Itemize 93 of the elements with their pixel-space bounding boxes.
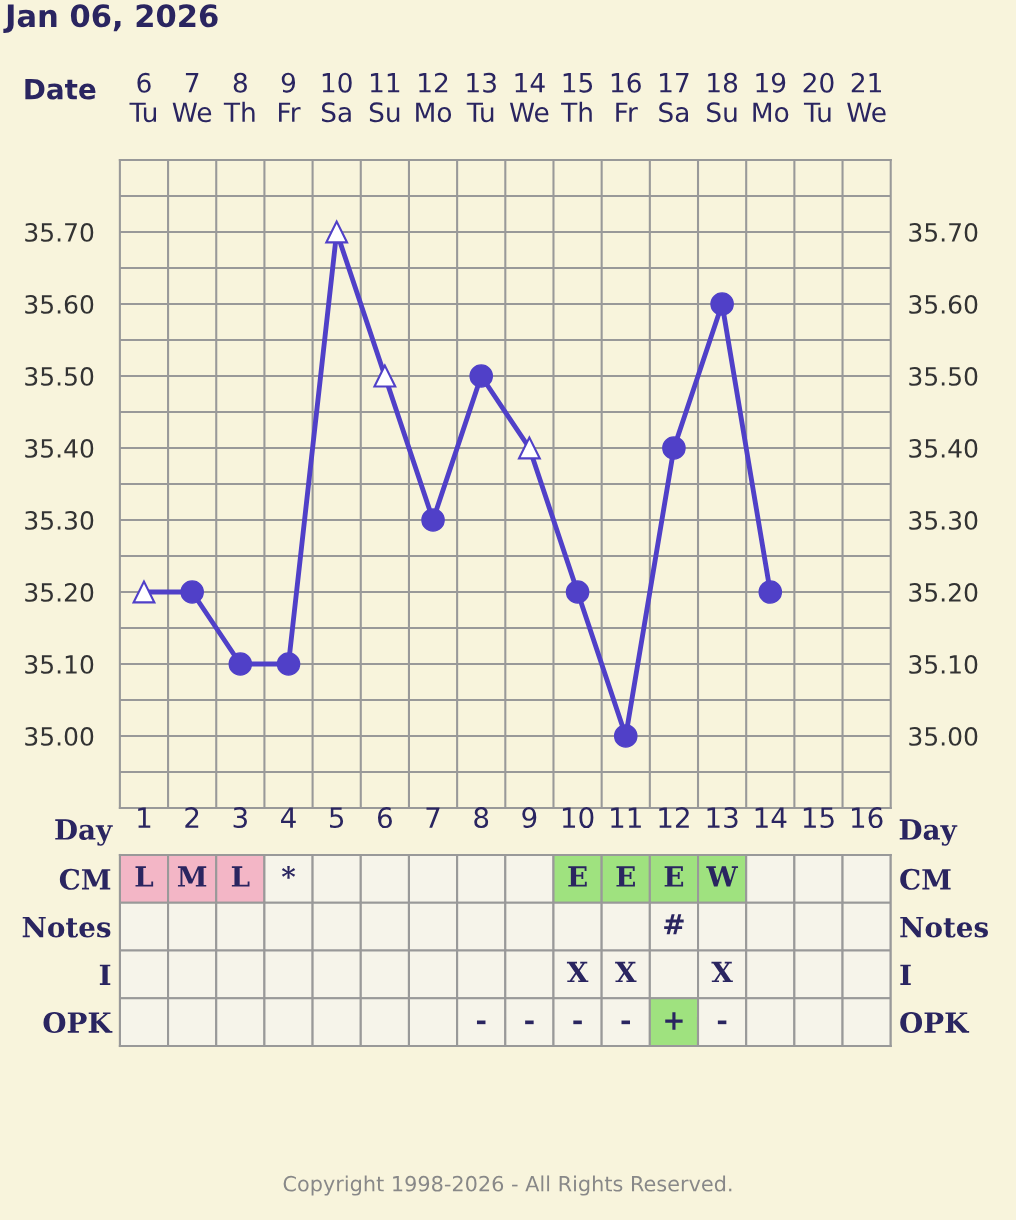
y2-tick-label: 35.40 — [909, 438, 978, 458]
y2-tick-label: 35.60 — [909, 294, 978, 314]
text: # — [664, 914, 684, 935]
x-axis-title: Date — [25, 78, 96, 100]
point — [373, 364, 397, 388]
x-tick-label: 10 Sa — [321, 72, 352, 123]
y2-tick-label: 35.50 — [909, 366, 978, 386]
point — [228, 652, 253, 676]
text: Day — [899, 819, 958, 846]
y-tick-label: OPK — [43, 1012, 113, 1034]
point — [613, 724, 638, 748]
text: * — [281, 865, 296, 879]
x-tick-label: 12 — [659, 807, 689, 828]
x-tick-label: 20 Tu — [803, 72, 834, 123]
point — [276, 652, 301, 676]
x-tick-label: 12 Mo — [416, 72, 452, 123]
x-tick-label: 18 Su — [707, 72, 738, 123]
point — [180, 580, 204, 604]
text: - — [525, 1020, 534, 1025]
x-tick-label: 8 — [474, 807, 489, 829]
x-tick-label: 4 — [281, 807, 296, 828]
text: X — [711, 961, 733, 983]
y2-tick-label: I — [900, 964, 911, 985]
x-tick-label: 6 Tu — [129, 72, 157, 123]
y2-tick-label: 35.20 — [909, 582, 978, 602]
x-tick-label: 9 Fr — [279, 72, 301, 122]
x-tick-label: 15 — [803, 807, 834, 829]
point — [421, 508, 445, 532]
y2-tick-label: CM — [900, 868, 951, 890]
y2-tick-label: 35.10 — [909, 654, 978, 674]
x-tick-label: 7 We — [172, 73, 212, 123]
text: W — [706, 866, 739, 887]
text: E — [616, 866, 635, 887]
x-tick-label: 1 — [138, 807, 151, 828]
point — [710, 292, 734, 316]
y2-tick-label: 35.70 — [909, 222, 978, 242]
text: E — [568, 866, 587, 887]
x-tick-label: 17 Sa — [659, 73, 689, 123]
y-tick-label: CM — [59, 868, 111, 890]
x-tick-label: 15 Th — [561, 73, 593, 122]
x-tick-label: 6 — [377, 807, 392, 829]
point — [469, 364, 494, 388]
x-tick-label: 16 — [852, 807, 883, 829]
point — [662, 436, 686, 460]
text: - — [621, 1020, 631, 1025]
y-tick-label: 35.60 — [25, 294, 94, 314]
x-tick-label: 11 — [611, 807, 641, 828]
text: Copyright 1998-2026 - All Rights Reserved. — [283, 1175, 732, 1196]
point — [325, 220, 349, 244]
text: - — [476, 1020, 486, 1025]
x-tick-label: 21 We — [847, 72, 886, 123]
text: L — [135, 866, 154, 887]
x-tick-label: 5 — [329, 807, 344, 829]
x-tick-label: 16 Fr — [611, 72, 641, 122]
text: - — [573, 1020, 582, 1025]
point — [517, 436, 541, 460]
x-tick-label: 2 — [185, 807, 199, 828]
x-tick-label: 9 — [522, 807, 537, 829]
text: X — [615, 961, 637, 983]
y-tick-label: Notes — [22, 916, 111, 938]
x-tick-label: 8 Th — [223, 72, 255, 122]
y-tick-label: 35.50 — [25, 366, 94, 386]
y-tick-label: 35.20 — [25, 582, 94, 602]
text: - — [717, 1020, 727, 1025]
y-tick-label: I — [99, 964, 111, 985]
text: L — [231, 866, 250, 887]
y2-tick-label: Notes — [900, 916, 988, 938]
x-tick-label: 14 — [755, 807, 787, 828]
chart-title: Jan 06, 2026 — [3, 4, 218, 33]
point — [758, 580, 783, 604]
y2-tick-label: 35.00 — [909, 726, 978, 746]
y-tick-label: 35.30 — [25, 510, 94, 530]
y-tick-label: 35.40 — [25, 438, 94, 458]
y-tick-label: 35.70 — [25, 222, 94, 242]
x-tick-label: 10 — [562, 807, 594, 829]
text: + — [665, 1012, 683, 1030]
x-axis-title: Day — [55, 819, 113, 846]
x-tick-label: 13 — [707, 807, 738, 829]
x-tick-label: 14 We — [509, 73, 549, 123]
point — [565, 580, 590, 604]
text: X — [566, 961, 589, 983]
point — [132, 580, 156, 604]
y-tick-label: 35.00 — [25, 726, 94, 746]
y-tick-label: 35.10 — [25, 654, 94, 674]
x-tick-label: 13 Tu — [466, 72, 496, 123]
x-tick-label: 7 — [426, 807, 440, 828]
x-tick-label: 3 — [233, 807, 247, 829]
y2-tick-label: OPK — [900, 1012, 970, 1034]
text: E — [664, 866, 684, 887]
x-tick-label: 19 Mo — [753, 72, 789, 123]
x-tick-label: 11 Su — [369, 73, 400, 123]
text: M — [177, 866, 207, 887]
y2-tick-label: 35.30 — [909, 510, 978, 530]
